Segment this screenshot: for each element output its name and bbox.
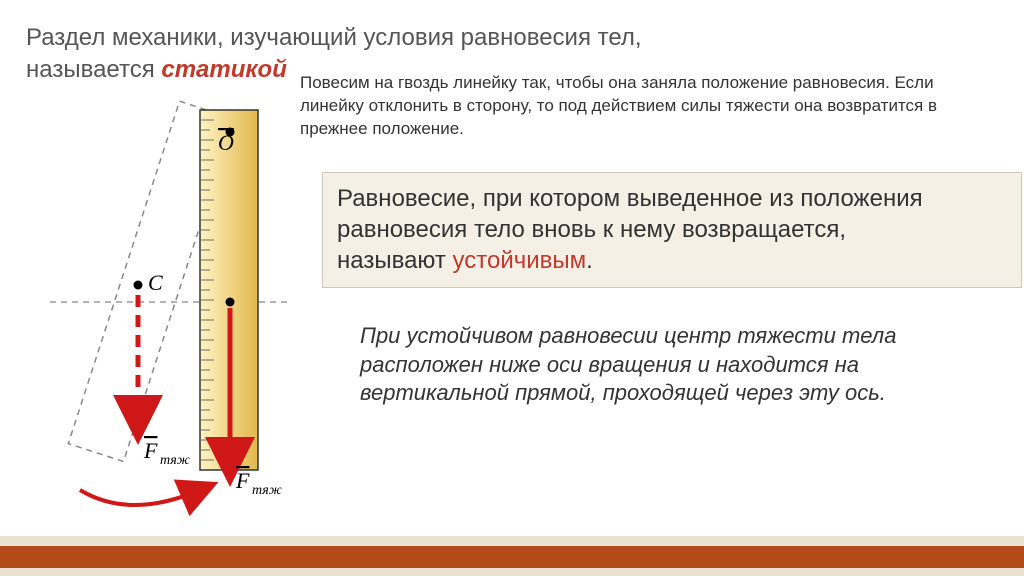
svg-text:тяж: тяж <box>160 453 190 468</box>
ruler-diagram: O C F тяж F тяж <box>30 90 310 520</box>
header-keyword: статикой <box>161 56 287 83</box>
header-line1: Раздел механики, изучающий условия равно… <box>26 24 642 51</box>
definition-term: устойчивым <box>453 247 587 274</box>
label-o: O <box>218 130 234 155</box>
svg-text:F: F <box>143 438 158 463</box>
definition-call-prefix: называют <box>337 247 453 274</box>
footer-bars <box>0 536 1024 576</box>
force-label-1: F тяж <box>143 438 190 468</box>
svg-text:тяж: тяж <box>252 483 282 498</box>
definition-period: . <box>586 247 593 274</box>
svg-text:F: F <box>235 468 250 493</box>
force-label-2: F тяж <box>235 468 282 498</box>
footer-bar-light-bottom <box>0 568 1024 576</box>
center-vertical <box>226 298 235 307</box>
point-c <box>134 281 143 290</box>
swing-arrow <box>80 490 200 505</box>
definition-text: Равновесие, при котором выведенное из по… <box>337 185 923 243</box>
footer-bar-light-top <box>0 536 1024 546</box>
definition-box: Равновесие, при котором выведенное из по… <box>322 172 1022 288</box>
label-c: C <box>148 270 163 295</box>
header-line2-prefix: называется <box>26 56 161 83</box>
intro-paragraph: Повесим на гвоздь линейку так, чтобы она… <box>300 72 1000 141</box>
explanation-paragraph: При устойчивом равновесии центр тяжести … <box>360 322 980 408</box>
footer-bar-accent <box>0 546 1024 568</box>
